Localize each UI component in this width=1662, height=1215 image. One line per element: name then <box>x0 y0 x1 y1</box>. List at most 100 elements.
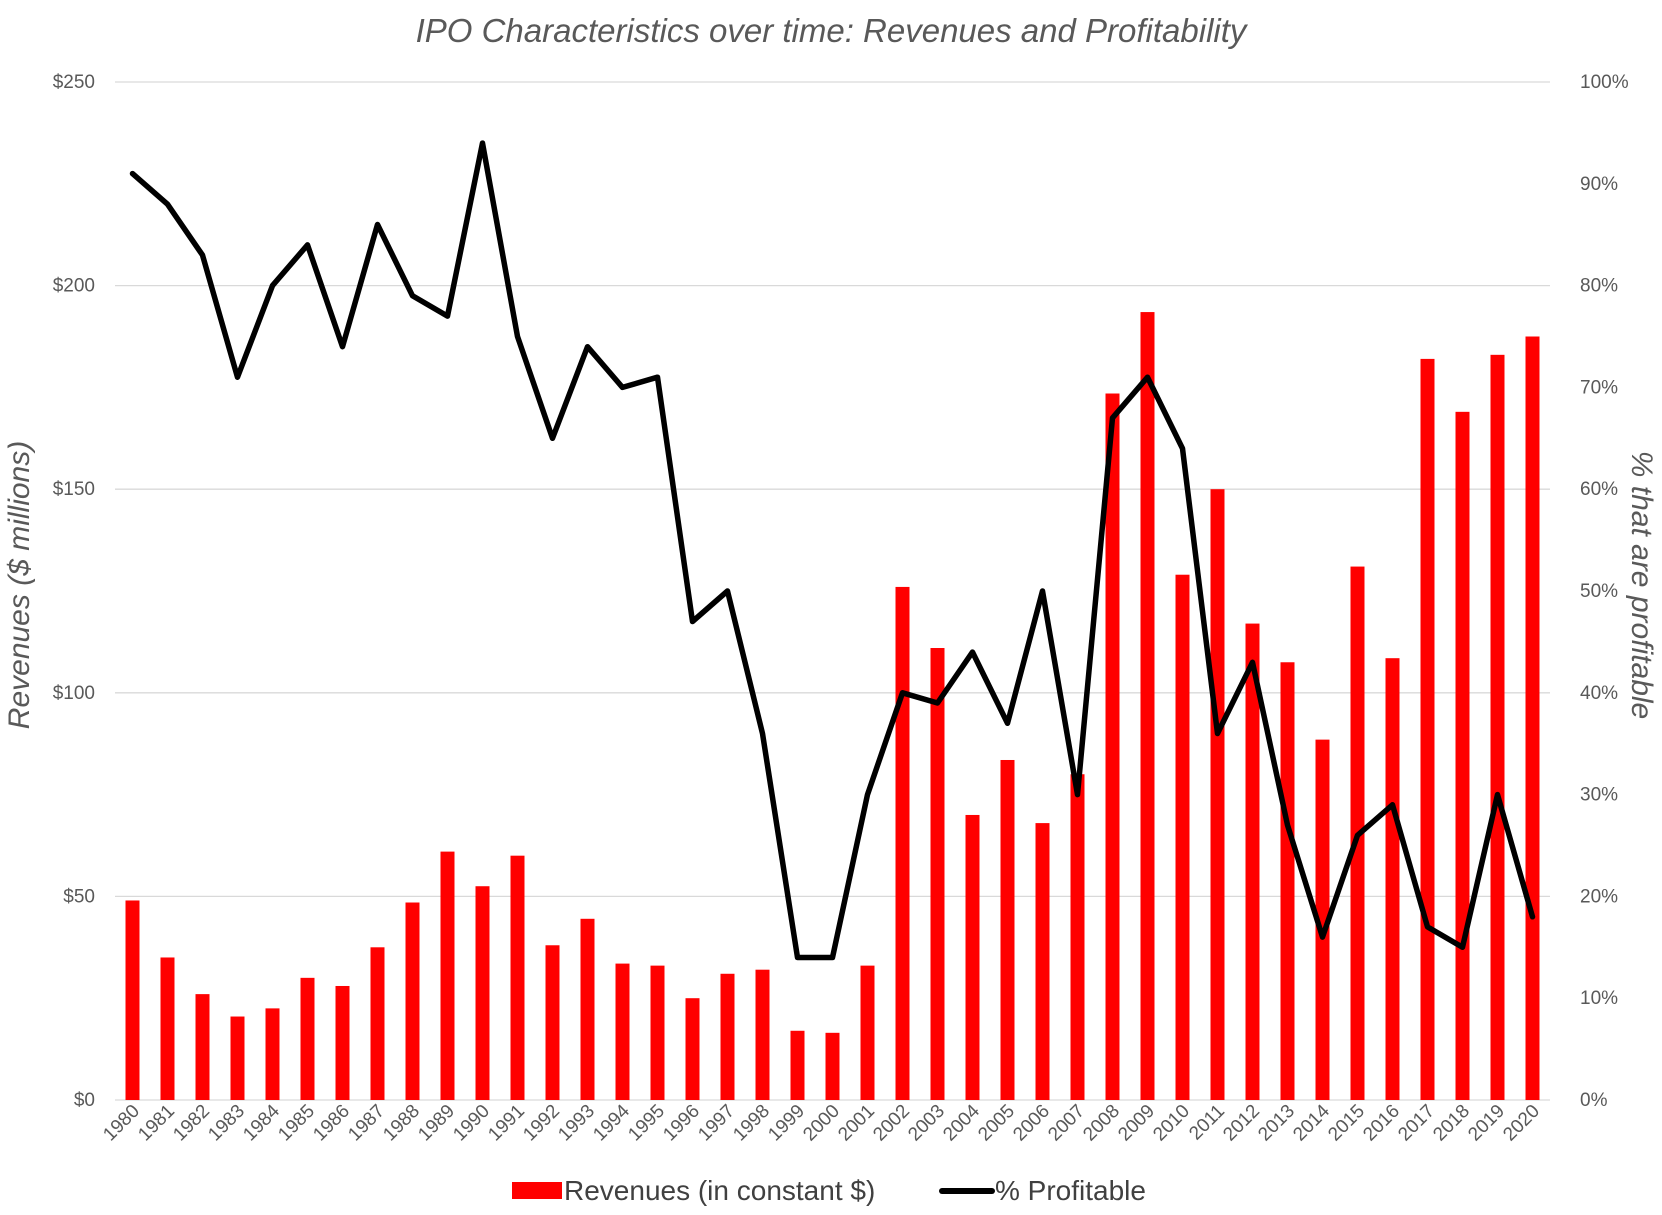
revenue-bar <box>1105 393 1120 1100</box>
x-tick-label: 1982 <box>169 1101 214 1146</box>
x-tick-label: 2003 <box>904 1101 949 1146</box>
left-tick-label: $250 <box>53 72 95 93</box>
x-tick-label: 2006 <box>1009 1101 1054 1146</box>
x-tick-label: 1981 <box>134 1101 179 1146</box>
revenue-bar <box>1175 574 1190 1100</box>
x-tick-label: 2014 <box>1289 1100 1334 1145</box>
left-axis-ticks: $0 $50 $100 $150 $200 $250 <box>53 72 95 1111</box>
revenue-bar <box>1490 354 1505 1101</box>
right-tick-label: 0% <box>1580 1090 1608 1111</box>
x-tick-label: 1994 <box>589 1100 634 1145</box>
profitable-line <box>129 140 1536 961</box>
x-tick-label: 2002 <box>869 1101 914 1146</box>
x-tick-label: 2015 <box>1324 1101 1369 1146</box>
x-tick-label: 2020 <box>1499 1101 1544 1146</box>
revenue-bar <box>1000 759 1015 1100</box>
right-tick-label: 60% <box>1580 479 1618 500</box>
revenue-bar <box>1525 336 1540 1100</box>
left-tick-label: $150 <box>53 479 95 500</box>
left-tick-label: $100 <box>53 683 95 704</box>
right-axis-title: % that are profitable <box>1625 451 1658 720</box>
x-tick-label: 2009 <box>1114 1101 1159 1146</box>
x-tick-label: 1988 <box>379 1101 424 1146</box>
left-tick-label: $200 <box>53 276 95 297</box>
x-tick-label: 2012 <box>1219 1101 1264 1146</box>
x-tick-label: 1999 <box>764 1101 809 1146</box>
x-tick-label: 2005 <box>974 1101 1019 1146</box>
revenue-bar <box>1140 312 1155 1100</box>
x-tick-label: 2016 <box>1359 1101 1404 1146</box>
revenue-bar <box>1280 662 1295 1100</box>
revenue-bar <box>335 985 350 1100</box>
right-axis-ticks: 0% 10% 20% 30% 40% 50% 60% 70% 80% 90% 100% <box>1580 72 1629 1111</box>
right-tick-label: 40% <box>1580 683 1618 704</box>
x-tick-label: 1986 <box>309 1101 354 1146</box>
right-tick-label: 30% <box>1580 785 1618 806</box>
x-tick-label: 1989 <box>414 1101 459 1146</box>
revenue-bar <box>860 965 875 1100</box>
x-tick-label: 1987 <box>344 1101 389 1146</box>
profitable-line-layer <box>129 140 1536 961</box>
x-tick-label: 2017 <box>1394 1101 1439 1146</box>
x-tick-label: 1993 <box>554 1101 599 1146</box>
revenue-bar <box>965 814 980 1100</box>
right-tick-label: 20% <box>1580 886 1618 907</box>
x-tick-label: 2018 <box>1429 1101 1474 1146</box>
revenue-bar <box>265 1008 280 1100</box>
right-tick-label: 10% <box>1580 988 1618 1009</box>
revenue-bar <box>370 947 385 1100</box>
revenue-bar <box>510 855 525 1100</box>
right-tick-label: 50% <box>1580 581 1618 602</box>
revenue-bar <box>1315 739 1330 1100</box>
right-tick-label: 100% <box>1580 72 1629 93</box>
x-axis-ticks: 1980198119821983198419851986198719881989… <box>99 1100 1544 1145</box>
x-tick-label: 1980 <box>99 1101 144 1146</box>
x-tick-label: 1983 <box>204 1101 249 1146</box>
revenue-bar <box>755 969 770 1100</box>
revenue-bar <box>125 900 140 1100</box>
right-tick-label: 80% <box>1580 276 1618 297</box>
revenue-bar <box>475 886 490 1100</box>
x-tick-label: 2007 <box>1044 1101 1089 1146</box>
x-tick-label: 1991 <box>484 1101 529 1146</box>
legend: Revenues (in constant $) % Profitable <box>512 1175 1146 1206</box>
revenue-bar <box>825 1032 840 1100</box>
x-tick-label: 1984 <box>239 1100 284 1145</box>
revenue-bar <box>650 965 665 1100</box>
x-tick-label: 1996 <box>659 1101 704 1146</box>
legend-label-revenues: Revenues (in constant $) <box>564 1175 875 1206</box>
gridlines <box>115 81 1550 1101</box>
revenue-bar <box>615 963 630 1100</box>
left-tick-label: $50 <box>63 886 95 907</box>
left-axis-title: Revenues ($ millions) <box>3 441 36 729</box>
x-tick-label: 1995 <box>624 1101 669 1146</box>
revenue-bar <box>300 977 315 1100</box>
revenue-bar <box>720 973 735 1100</box>
chart-title: IPO Characteristics over time: Revenues … <box>416 12 1249 49</box>
x-tick-label: 2004 <box>939 1100 984 1145</box>
x-tick-label: 2000 <box>799 1101 844 1146</box>
revenue-bar <box>895 586 910 1100</box>
x-tick-label: 2010 <box>1149 1101 1194 1146</box>
x-tick-label: 2013 <box>1254 1101 1299 1146</box>
revenue-bar <box>1420 358 1435 1100</box>
revenue-bar <box>580 918 595 1100</box>
right-tick-label: 90% <box>1580 174 1618 195</box>
left-tick-label: $0 <box>74 1090 95 1111</box>
revenue-bar <box>195 994 210 1100</box>
revenue-bar <box>790 1030 805 1100</box>
revenue-bar <box>440 851 455 1100</box>
revenue-bar <box>1245 623 1260 1100</box>
revenue-bar <box>930 648 945 1100</box>
revenue-bar <box>405 902 420 1100</box>
legend-swatch-revenues <box>512 1182 562 1199</box>
revenue-bar <box>230 1016 245 1100</box>
x-tick-label: 1992 <box>519 1101 564 1146</box>
revenue-bar <box>1070 774 1085 1100</box>
revenue-bars <box>125 312 1540 1101</box>
revenue-bar <box>1210 489 1225 1100</box>
x-tick-label: 1985 <box>274 1101 319 1146</box>
x-tick-label: 2019 <box>1464 1101 1509 1146</box>
